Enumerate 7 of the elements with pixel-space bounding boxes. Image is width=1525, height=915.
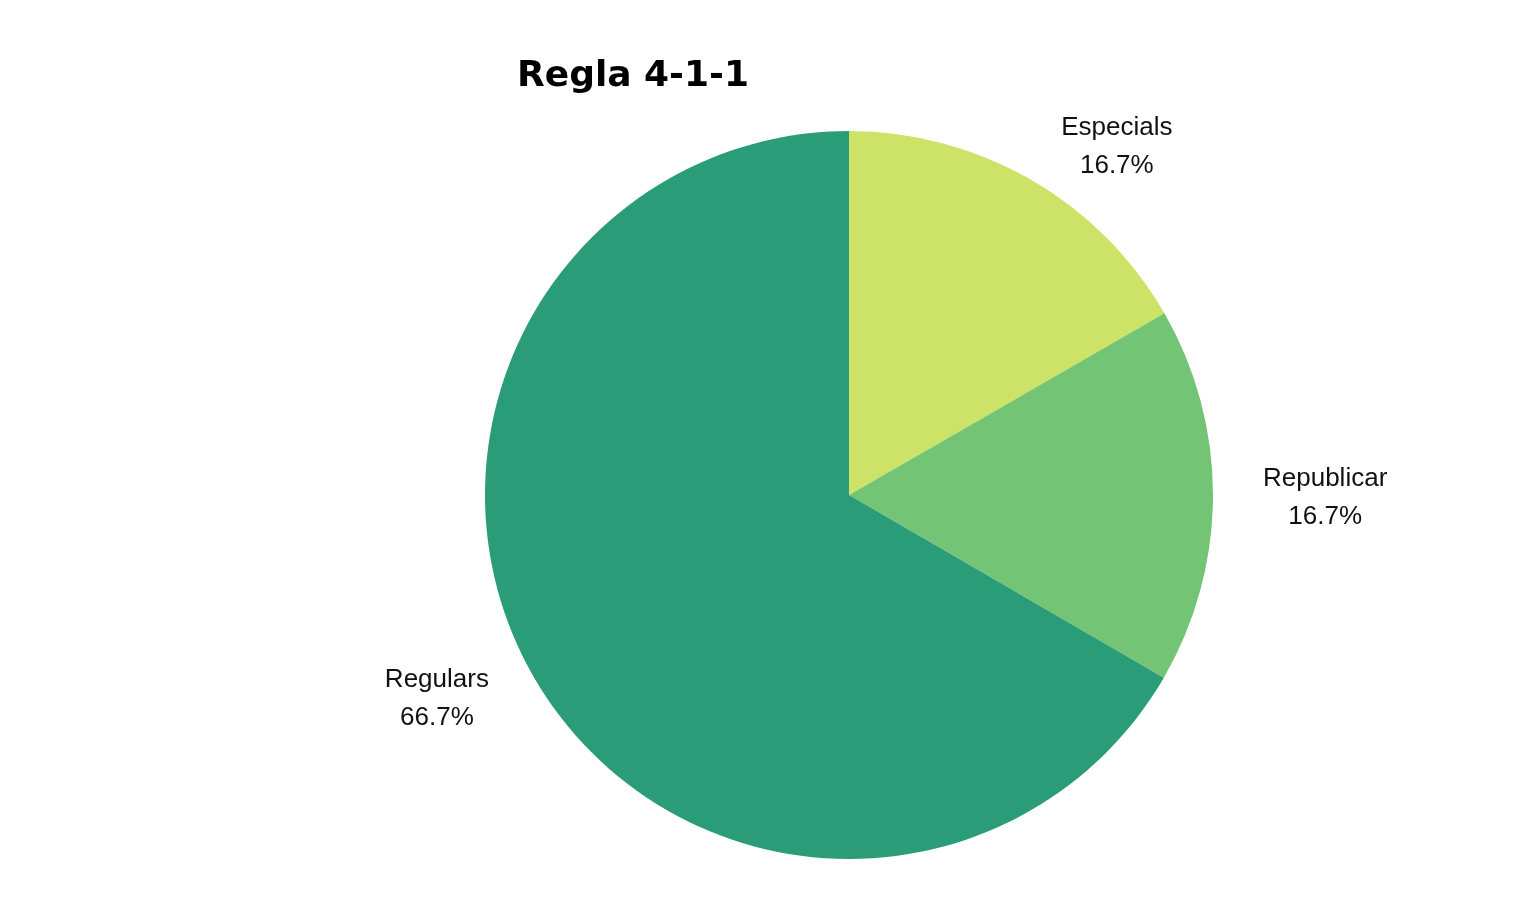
data-label: 16.7% (1288, 499, 1363, 530)
slice-label: Especials (1061, 111, 1173, 142)
data-label: 66.7% (400, 700, 474, 731)
slice-label: Republicar (1262, 461, 1388, 492)
slice-label: Regulars (384, 662, 489, 693)
chart-title: Regla 4-1-1 (517, 52, 750, 94)
data-label: 16.7% (1079, 149, 1154, 180)
